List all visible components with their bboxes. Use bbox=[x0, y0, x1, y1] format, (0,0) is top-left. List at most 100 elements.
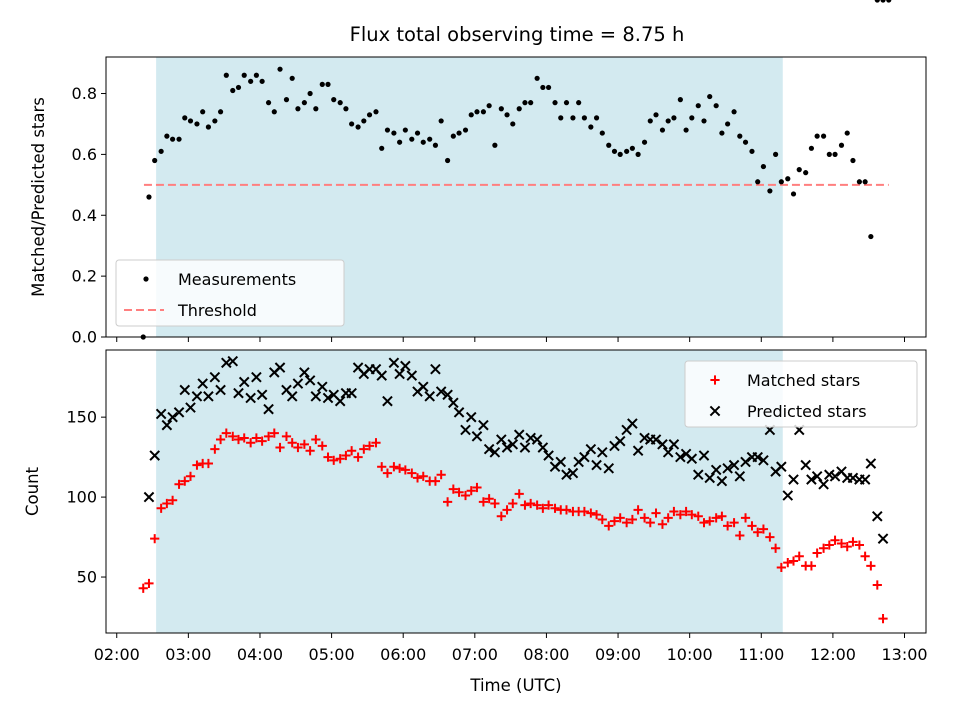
matched-star-point bbox=[239, 433, 249, 443]
predicted-star-point bbox=[143, 491, 155, 503]
measurement-point bbox=[259, 78, 265, 84]
measurement-point bbox=[713, 103, 719, 109]
predicted-star-point bbox=[274, 362, 286, 373]
predicted-star-point bbox=[818, 478, 829, 490]
matched-star-point bbox=[830, 535, 840, 545]
predicted-star-point bbox=[788, 474, 799, 485]
measurement-point bbox=[427, 136, 433, 142]
predicted-star-point bbox=[752, 451, 764, 463]
matched-star-point bbox=[633, 505, 643, 515]
count-y-tick-label: 50 bbox=[77, 568, 97, 587]
matched-star-point bbox=[251, 433, 261, 443]
counts-legend: Matched stars Predicted stars bbox=[684, 360, 918, 428]
predicted-star-point bbox=[179, 384, 191, 396]
measurement-point bbox=[683, 127, 689, 133]
matched-star-point bbox=[758, 524, 769, 534]
matched-star-point bbox=[818, 543, 829, 553]
predicted-star-point bbox=[657, 439, 668, 450]
matched-star-point bbox=[794, 551, 804, 561]
measurement-point bbox=[414, 130, 421, 136]
predicted-star-point bbox=[292, 378, 304, 389]
predicted-star-point bbox=[346, 387, 357, 399]
matched-star-point bbox=[287, 438, 297, 448]
measurement-point bbox=[606, 142, 612, 148]
matched-star-point bbox=[472, 482, 482, 493]
measurement-point bbox=[468, 112, 474, 118]
matched-star-point bbox=[699, 518, 709, 528]
matched-star-point bbox=[591, 510, 602, 520]
matched-star-point bbox=[466, 486, 476, 496]
matched-star-point bbox=[263, 431, 274, 441]
predicted-star-point bbox=[483, 443, 495, 455]
time-x-tick-label: 09:00 bbox=[595, 645, 641, 664]
matched-star-point bbox=[478, 497, 489, 507]
matched-star-point bbox=[203, 458, 214, 469]
matched-star-point bbox=[776, 562, 786, 573]
predicted-star-point bbox=[334, 395, 346, 407]
predicted-star-point bbox=[567, 467, 579, 479]
count-y-tick-label: 100 bbox=[66, 488, 97, 507]
matched-star-point bbox=[872, 580, 882, 590]
ratio-y-tick-label: 0.4 bbox=[72, 206, 97, 225]
legend-predicted-marker bbox=[709, 405, 721, 417]
matched-star-point bbox=[627, 514, 637, 525]
predicted-star-point bbox=[286, 391, 298, 402]
matched-star-point bbox=[729, 518, 739, 528]
predicted-star-point bbox=[537, 442, 549, 453]
measurement-point bbox=[343, 106, 349, 112]
predicted-star-point bbox=[662, 447, 674, 458]
legend-label: Threshold bbox=[177, 301, 257, 320]
predicted-star-point bbox=[417, 381, 429, 393]
predicted-star-point bbox=[627, 418, 638, 429]
matched-star-point bbox=[138, 583, 148, 593]
measurement-point bbox=[402, 127, 408, 133]
predicted-star-point bbox=[871, 510, 883, 522]
ratio-x-ticks bbox=[116, 337, 906, 342]
predicted-star-point bbox=[829, 471, 841, 482]
predicted-star-point bbox=[555, 456, 567, 468]
measurement-point bbox=[366, 112, 373, 118]
matched-star-point bbox=[185, 471, 196, 481]
predicted-star-point bbox=[716, 475, 728, 487]
matched-star-point bbox=[783, 558, 793, 568]
matched-star-point bbox=[329, 455, 339, 465]
matched-star-point bbox=[693, 511, 703, 521]
predicted-star-point bbox=[632, 445, 644, 457]
predicted-star-point bbox=[722, 463, 733, 474]
predicted-star-point bbox=[596, 447, 608, 458]
measurement-point bbox=[492, 142, 498, 148]
matched-star-point bbox=[407, 468, 417, 478]
measurement-point bbox=[301, 100, 307, 106]
predicted-star-point bbox=[710, 464, 722, 476]
predicted-star-point bbox=[435, 386, 447, 397]
measurement-point bbox=[552, 100, 558, 106]
measurement-point bbox=[152, 157, 158, 164]
measurement-point bbox=[319, 81, 325, 87]
measurement-point bbox=[665, 118, 671, 124]
legend-matched-marker bbox=[710, 375, 720, 385]
measurement-point bbox=[785, 176, 791, 182]
predicted-star-point bbox=[579, 451, 590, 463]
matched-star-point bbox=[806, 561, 817, 571]
predicted-star-point bbox=[734, 471, 746, 482]
measurement-point bbox=[689, 115, 695, 121]
matched-star-point bbox=[597, 514, 607, 525]
matched-star-point bbox=[496, 511, 506, 521]
counts-layer bbox=[138, 355, 889, 624]
matched-star-point bbox=[335, 454, 345, 464]
measurement-point bbox=[325, 81, 331, 87]
matched-star-point bbox=[615, 513, 625, 523]
matched-star-point bbox=[561, 505, 572, 515]
predicted-star-point bbox=[847, 472, 859, 484]
measurement-point bbox=[838, 142, 845, 148]
measurement-point bbox=[474, 109, 480, 115]
predicted-star-point bbox=[227, 355, 239, 367]
measurement-point bbox=[349, 121, 355, 127]
measurement-point bbox=[331, 97, 337, 103]
predicted-star-point bbox=[740, 456, 751, 468]
matched-star-point bbox=[550, 503, 560, 513]
measurement-point bbox=[462, 127, 469, 133]
predicted-star-point bbox=[245, 392, 256, 404]
measurement-point bbox=[755, 179, 761, 185]
predicted-star-point bbox=[489, 447, 501, 458]
